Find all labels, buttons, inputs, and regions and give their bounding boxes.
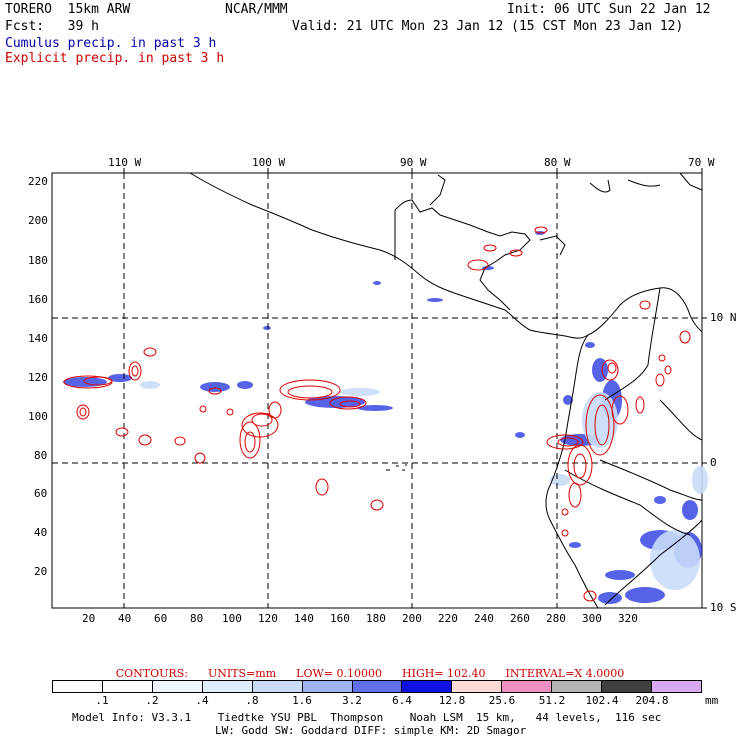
x-label-100: 100: [222, 612, 242, 625]
x-label-300: 300: [582, 612, 602, 625]
legend-swatch: [152, 681, 203, 692]
x-label-180: 180: [366, 612, 386, 625]
y-label-80: 80: [34, 449, 48, 462]
x-label-140: 140: [294, 612, 314, 625]
legend-swatch: [402, 681, 453, 692]
y-label-120: 120: [28, 371, 48, 384]
y-label-140: 140: [28, 332, 48, 345]
legend-value-label: 12.8: [438, 694, 466, 707]
legend-swatch: [652, 681, 701, 692]
y-label-100: 100: [28, 410, 48, 423]
lon-label-110w: 110 W: [108, 156, 142, 169]
init-time: Init: 06 UTC Sun 22 Jan 12: [507, 2, 711, 17]
x-label-280: 280: [546, 612, 566, 625]
y-label-220: 220: [28, 175, 48, 188]
cumulus-label: Cumulus precip. in past 3 h: [5, 36, 217, 51]
legend-unit: mm: [705, 694, 719, 707]
legend-value-label: 3.2: [342, 694, 362, 707]
x-label-240: 240: [474, 612, 494, 625]
legend-swatch: [602, 681, 653, 692]
legend-swatch: [102, 681, 153, 692]
legend-swatch: [53, 681, 103, 692]
y-label-180: 180: [28, 254, 48, 267]
x-label-160: 160: [330, 612, 350, 625]
lat-label-10n: 10 N: [710, 311, 737, 324]
y-label-60: 60: [34, 487, 48, 500]
graticule: [52, 173, 702, 608]
x-label-20: 20: [82, 612, 96, 625]
light-precip-shading: [140, 381, 708, 590]
legend-swatch: [202, 681, 253, 692]
lon-label-70w: 70 W: [688, 156, 715, 169]
legend-value-label: 25.6: [488, 694, 516, 707]
org-label: NCAR/MMM: [225, 2, 288, 17]
x-label-260: 260: [510, 612, 530, 625]
model-title: TORERO 15km ARW: [5, 2, 131, 17]
valid-time: Valid: 21 UTC Mon 23 Jan 12 (15 CST Mon …: [292, 19, 684, 34]
contours-label: CONTOURS:: [115, 667, 188, 680]
legend-value-label: 51.2: [538, 694, 566, 707]
y-label-40: 40: [34, 526, 48, 539]
legend-swatch: [352, 681, 403, 692]
x-label-60: 60: [154, 612, 168, 625]
legend-swatch: [552, 681, 603, 692]
legend-value-label: 6.4: [392, 694, 412, 707]
legend-value-label: 1.6: [292, 694, 312, 707]
x-label-80: 80: [190, 612, 204, 625]
physics-info: LW: Godd SW: Goddard DIFF: simple KM: 2D…: [215, 724, 527, 737]
legend-value-label: .4: [195, 694, 209, 707]
legend-value-label: .2: [145, 694, 159, 707]
coastlines: [189, 172, 703, 609]
contours-interval: INTERVAL=X 4.0000: [505, 667, 625, 680]
x-label-120: 120: [258, 612, 278, 625]
x-label-200: 200: [402, 612, 422, 625]
y-label-160: 160: [28, 293, 48, 306]
legend-swatch: [252, 681, 303, 692]
x-label-320: 320: [618, 612, 638, 625]
color-legend-bar: [52, 680, 702, 693]
lat-label-10s: 10 S: [710, 601, 737, 614]
legend-swatch: [502, 681, 553, 692]
tick-marks: [123, 168, 707, 609]
legend-value-label: .1: [95, 694, 109, 707]
lat-label-0: 0: [710, 456, 717, 469]
y-label-20: 20: [34, 565, 48, 578]
model-info: Model Info: V3.3.1 Tiedtke YSU PBL Thomp…: [72, 711, 662, 724]
contours-high: HIGH= 102.40: [402, 667, 486, 680]
legend-value-label: 102.4: [585, 694, 619, 707]
lon-label-100w: 100 W: [252, 156, 286, 169]
y-label-200: 200: [28, 214, 48, 227]
contours-info: CONTOURS: UNITS=mm LOW= 0.10000 HIGH= 102.4…: [0, 667, 740, 680]
legend-swatch: [452, 681, 503, 692]
x-label-40: 40: [118, 612, 132, 625]
legend-swatch: [302, 681, 353, 692]
contours-low: LOW= 0.10000: [296, 667, 382, 680]
explicit-precip-contours: [63, 226, 691, 602]
legend-value-label: .8: [245, 694, 259, 707]
legend-value-label: 204.8: [635, 694, 669, 707]
x-label-220: 220: [438, 612, 458, 625]
explicit-label: Explicit precip. in past 3 h: [5, 51, 225, 66]
forecast-hour: Fcst: 39 h: [5, 19, 99, 34]
lon-label-90w: 90 W: [400, 156, 427, 169]
contours-units: UNITS=mm: [207, 667, 277, 680]
lon-label-80w: 80 W: [544, 156, 571, 169]
